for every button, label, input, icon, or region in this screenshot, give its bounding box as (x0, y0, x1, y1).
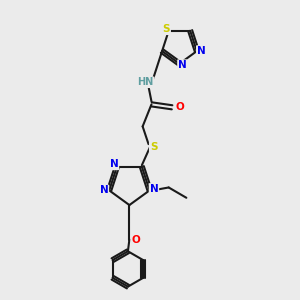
Text: O: O (131, 235, 140, 245)
Text: HN: HN (137, 77, 154, 87)
Text: N: N (110, 159, 118, 170)
Text: N: N (100, 185, 108, 195)
Text: O: O (176, 102, 185, 112)
Text: S: S (150, 142, 157, 152)
Text: N: N (150, 184, 158, 194)
Text: S: S (163, 24, 170, 34)
Text: N: N (197, 46, 206, 56)
Text: N: N (178, 60, 187, 70)
